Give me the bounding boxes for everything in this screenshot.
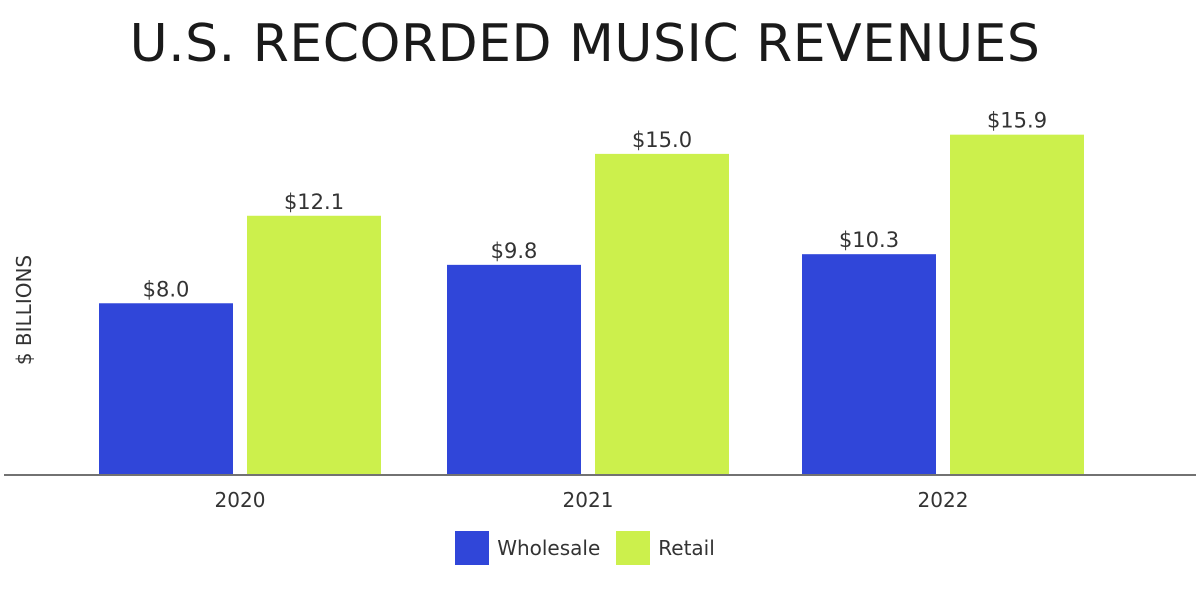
chart-title: U.S. RECORDED MUSIC REVENUES xyxy=(129,14,1041,74)
data-label-wholesale-2021: $9.8 xyxy=(491,239,538,263)
legend-swatch-wholesale xyxy=(455,531,490,565)
data-label-wholesale-2022: $10.3 xyxy=(839,228,899,252)
x-tick-label-2020: 2020 xyxy=(215,488,266,512)
legend-item-retail: Retail xyxy=(616,531,715,565)
data-label-wholesale-2020: $8.0 xyxy=(143,277,190,301)
legend-label-wholesale: Wholesale xyxy=(497,536,601,560)
legend-item-wholesale: Wholesale xyxy=(455,531,600,565)
x-tick-label-2021: 2021 xyxy=(563,488,614,512)
bar-wholesale-2022 xyxy=(802,254,936,474)
bar-wholesale-2021 xyxy=(447,264,581,474)
bar-retail-2021 xyxy=(595,153,729,474)
data-label-retail-2021: $15.0 xyxy=(632,128,692,152)
bar-wholesale-2020 xyxy=(99,303,233,474)
data-label-retail-2022: $15.9 xyxy=(987,109,1047,133)
legend-swatch-retail xyxy=(616,531,651,565)
data-label-retail-2020: $12.1 xyxy=(284,190,344,214)
bar-retail-2020 xyxy=(247,215,381,474)
legend-label-retail: Retail xyxy=(658,536,715,560)
legend: Wholesale Retail xyxy=(0,531,1170,565)
bar-retail-2022 xyxy=(950,134,1084,475)
x-tick-label-2022: 2022 xyxy=(918,488,969,512)
